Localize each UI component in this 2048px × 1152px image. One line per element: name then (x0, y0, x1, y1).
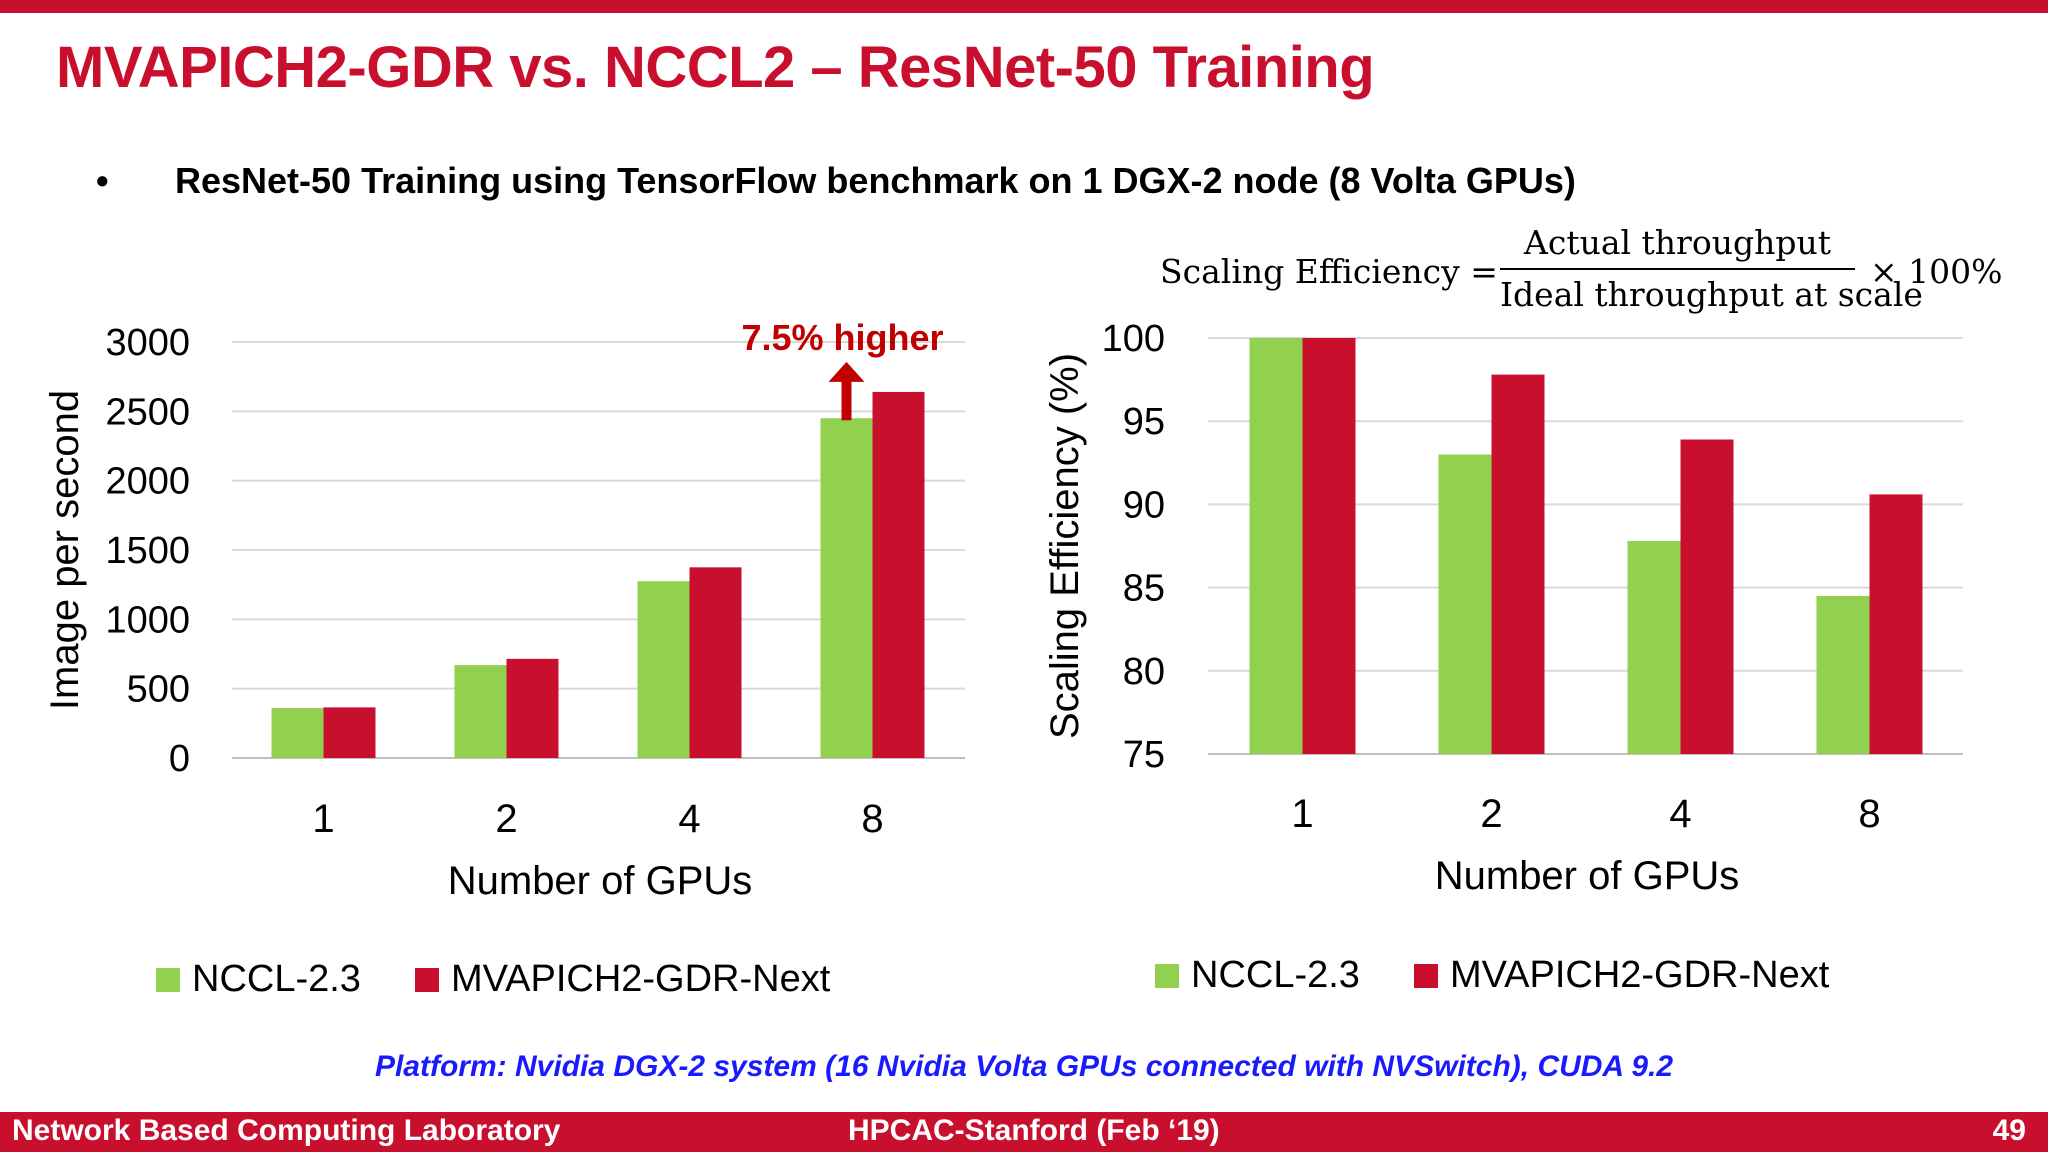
bar-nccl (1627, 541, 1681, 754)
x-tick-label: 4 (1669, 792, 1691, 836)
bar-mvapich (1302, 338, 1356, 754)
bullet-marker: • (96, 160, 109, 201)
y-tick-label: 85 (1123, 568, 1165, 610)
y-tick-label: 3000 (105, 322, 190, 364)
y-tick-label: 2500 (105, 391, 190, 433)
top-accent-bar (0, 0, 2048, 13)
formula-lhs: Scaling Efficiency = (1160, 252, 1498, 291)
formula-multiplier: × 100% (1870, 252, 2003, 291)
formula-fraction: Actual throughput Ideal throughput at sc… (1500, 218, 1923, 320)
y-tick-label: 90 (1123, 484, 1165, 526)
y-tick-label: 95 (1123, 401, 1165, 443)
y-axis-title: Scaling Efficiency (%) (1043, 353, 1087, 739)
legend-throughput: NCCL-2.3 MVAPICH2-GDR-Next (156, 958, 884, 1001)
y-tick-label: 0 (169, 738, 190, 780)
formula-numerator: Actual throughput (1524, 223, 1831, 262)
legend-efficiency: NCCL-2.3 MVAPICH2-GDR-Next (1155, 954, 1883, 997)
annotation-label: 7.5% higher (741, 317, 943, 358)
x-tick-label: 1 (1291, 792, 1313, 836)
y-tick-label: 80 (1123, 651, 1165, 693)
legend-item-nccl: NCCL-2.3 (156, 958, 361, 1001)
footer-page-number: 49 (1992, 1114, 2026, 1147)
bar-nccl (637, 581, 690, 758)
x-tick-label: 2 (1480, 792, 1502, 836)
x-tick-label: 4 (678, 797, 700, 841)
bullet-text: ResNet-50 Training using TensorFlow benc… (175, 160, 1576, 201)
legend-label-nccl: NCCL-2.3 (192, 958, 361, 1000)
bar-nccl (454, 665, 507, 758)
legend-label-mvapich: MVAPICH2-GDR-Next (450, 958, 831, 1000)
y-tick-label: 100 (1102, 318, 1165, 360)
x-tick-label: 8 (861, 797, 883, 841)
legend-swatch-nccl (156, 967, 180, 992)
annotation-arrow-head (828, 361, 865, 382)
footer-event: HPCAC-Stanford (Feb ‘19) (848, 1114, 1220, 1147)
legend-item-nccl: NCCL-2.3 (1155, 954, 1360, 997)
x-tick-label: 8 (1858, 792, 1880, 836)
slide-title: MVAPICH2-GDR vs. NCCL2 – ResNet-50 Train… (56, 35, 1375, 100)
fraction-line (1500, 268, 1855, 270)
legend-swatch-mvapich (414, 967, 439, 992)
annotation-arrow-shaft (841, 379, 852, 421)
formula-denominator: Ideal throughput at scale (1500, 275, 1923, 314)
platform-note: Platform: Nvidia DGX-2 system (16 Nvidia… (374, 1050, 1674, 1083)
bar-nccl (1438, 454, 1492, 754)
x-axis-title: Number of GPUs (448, 859, 753, 903)
bar-mvapich (323, 707, 376, 758)
x-axis-title: Number of GPUs (1435, 854, 1740, 898)
legend-item-mvapich: MVAPICH2-GDR-Next (414, 958, 831, 1001)
bar-nccl (1816, 595, 1870, 754)
bar-mvapich (872, 391, 925, 758)
bar-mvapich (1869, 494, 1923, 754)
y-tick-label: 75 (1123, 734, 1165, 776)
x-tick-label: 2 (495, 797, 517, 841)
legend-swatch-mvapich (1413, 963, 1438, 988)
legend-item-mvapich: MVAPICH2-GDR-Next (1413, 954, 1830, 997)
x-tick-label: 1 (312, 797, 334, 841)
legend-label-mvapich: MVAPICH2-GDR-Next (1449, 954, 1830, 996)
y-tick-label: 500 (127, 669, 190, 711)
y-tick-label: 2000 (105, 461, 190, 503)
footer-lab-name: Network Based Computing Laboratory (12, 1114, 561, 1147)
bar-nccl (271, 708, 324, 758)
y-tick-label: 1500 (105, 530, 190, 572)
bar-nccl (820, 418, 873, 758)
y-axis-title: Image per second (43, 390, 87, 710)
legend-label-nccl: NCCL-2.3 (1191, 954, 1360, 996)
bar-mvapich (689, 567, 742, 758)
y-tick-label: 1000 (105, 599, 190, 641)
bar-mvapich (1491, 374, 1545, 754)
footer-bar: Network Based Computing Laboratory HPCAC… (0, 1112, 2048, 1152)
bar-mvapich (1680, 439, 1734, 754)
bar-mvapich (506, 658, 559, 758)
legend-swatch-nccl (1155, 963, 1179, 988)
bar-nccl (1249, 338, 1303, 754)
